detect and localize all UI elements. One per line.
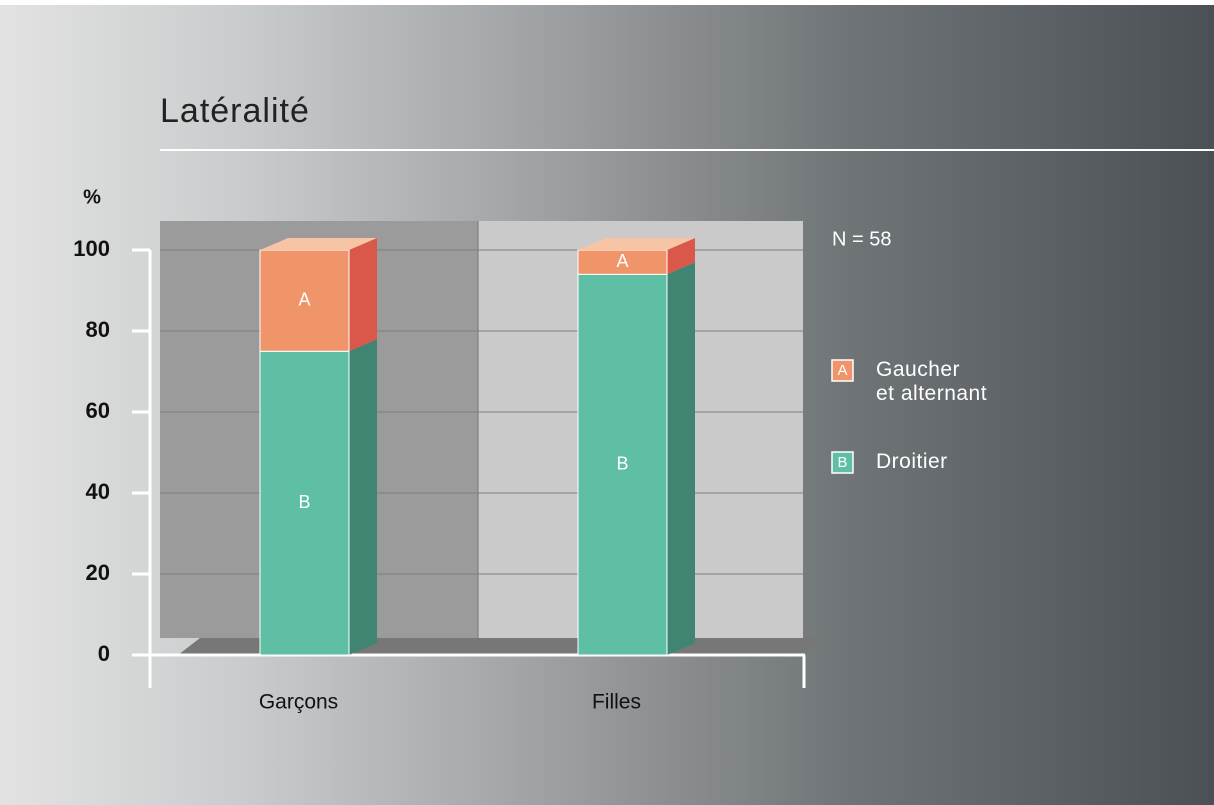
legend-swatch: [831, 359, 854, 382]
annotation: N = 58: [832, 228, 891, 250]
legend-label: Droitier: [876, 450, 948, 473]
bar: [259, 249, 350, 352]
bar-side: [349, 238, 377, 352]
bar-side: [667, 262, 695, 655]
chart-title: Latéralité: [160, 92, 310, 130]
legend-swatch: [831, 451, 854, 474]
y-tick-label: 20: [86, 560, 110, 585]
y-tick-label: 0: [98, 641, 110, 666]
bar-side: [667, 238, 695, 275]
x-tick-label: Filles: [592, 691, 641, 714]
y-tick-label: 60: [86, 398, 110, 423]
top-band: [0, 0, 1214, 5]
bar-side: [349, 339, 377, 655]
bar-label: A: [616, 251, 628, 271]
legend-key: A: [837, 362, 847, 379]
bar-label: B: [616, 453, 628, 473]
legend-label: Gaucher et alternant: [876, 358, 988, 405]
bar-label: A: [298, 289, 310, 309]
y-tick-label: 100: [73, 236, 110, 261]
bar-label: B: [298, 492, 310, 512]
bar-top: [260, 238, 377, 250]
bar: [577, 273, 668, 656]
x-tick-label: Garçons: [259, 691, 338, 714]
y-axis-label: %: [83, 186, 101, 208]
legend-key: B: [837, 454, 847, 471]
y-tick-label: 40: [86, 479, 110, 504]
y-tick-label: 80: [86, 317, 110, 342]
bar-top: [578, 238, 695, 250]
